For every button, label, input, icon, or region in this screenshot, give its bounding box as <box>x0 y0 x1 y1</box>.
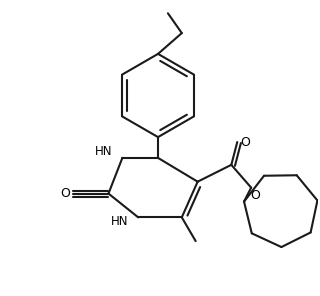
Text: O: O <box>240 136 250 149</box>
Text: HN: HN <box>111 215 128 228</box>
Text: O: O <box>60 187 70 200</box>
Text: O: O <box>250 189 260 202</box>
Text: HN: HN <box>95 145 112 158</box>
